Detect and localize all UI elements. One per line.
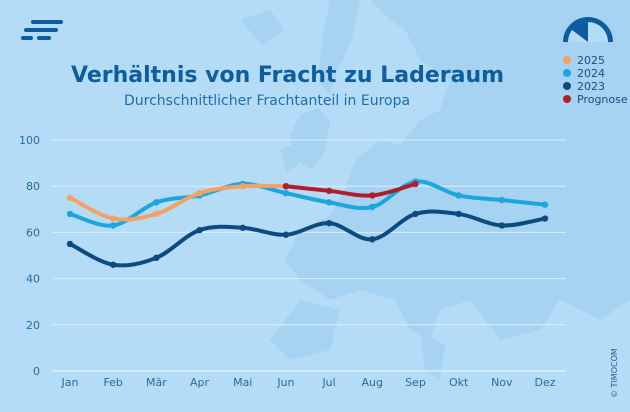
legend-label-2024: 2024 [577,67,605,80]
series-lines [66,178,549,268]
data-point-2023-Apr [196,226,203,234]
x-tick-label: Apr [190,376,210,389]
x-tick-label: Aug [362,376,383,389]
series-line-prognose [283,181,418,198]
x-tick-label: Sep [405,376,426,389]
x-tick-label: Mai [233,376,252,389]
series-2023 [66,209,549,268]
data-point-prognose-Sep [412,180,419,188]
x-tick-label: Jun [276,376,294,389]
x-tick-label: Dez [534,376,555,389]
data-point-2023-Okt [455,210,462,218]
y-tick-label: 0 [33,365,40,378]
gauge-icon [563,17,613,42]
data-point-2024-Dez [541,201,549,208]
data-point-2023-Mär [153,254,160,262]
legend-label-2023: 2023 [577,80,605,93]
x-axis-ticks: Jan Feb Mär Apr Mai Jun Jul Aug Sep Okt Nov Dez [61,376,556,389]
y-tick-label: 20 [26,319,40,332]
series-prognose [282,180,419,199]
data-point-2025-Jan [66,194,74,201]
data-point-2024-Aug [369,203,376,211]
europe-map-background [240,0,630,380]
data-point-2023-Dez [541,215,549,222]
data-point-2023-Aug [369,236,376,243]
copyright-text: © TIMOCOM [610,348,619,398]
data-point-2024-Nov [498,196,506,204]
data-point-2023-Feb [109,261,117,268]
data-point-2023-Jun [282,231,290,238]
grid-lines [52,139,566,372]
y-tick-label: 80 [26,180,40,193]
data-point-2024-Okt [455,192,462,199]
legend-marker-2024 [563,69,571,77]
data-point-2024-Feb [109,222,117,229]
data-point-prognose-Jun [282,183,290,190]
data-point-2023-Sep [412,210,419,218]
x-tick-label: Mär [146,376,167,389]
data-point-prognose-Jul [325,187,333,195]
x-tick-label: Jan [61,376,79,389]
data-point-2023-Nov [498,222,506,229]
x-tick-label: Nov [491,376,513,389]
data-point-2025-Mär [153,210,160,218]
y-tick-label: 100 [19,134,40,147]
series-2025 [66,183,290,222]
series-line-2024 [68,179,547,228]
legend-label-2025: 2025 [577,54,605,67]
legend-marker-2025 [563,56,571,64]
data-point-2024-Jul [325,199,333,206]
data-point-2023-Jan [66,240,74,248]
x-tick-label: Jul [321,376,335,389]
legend-marker-prognose [563,95,571,103]
legend-marker-2023 [563,82,571,90]
data-point-2023-Jul [325,219,333,227]
chart-subtitle: Durchschnittlicher Frachtanteil in Europ… [124,93,410,109]
y-tick-label: 40 [26,273,40,286]
data-point-2025-Feb [109,215,117,222]
data-point-2025-Apr [196,189,203,197]
legend-label-prognose: Prognose [577,93,628,106]
y-axis-ticks: 0 20 40 60 80 100 [19,134,40,378]
data-point-2023-Mai [239,224,246,231]
series-line-2025 [68,183,288,222]
data-point-prognose-Aug [369,192,376,199]
data-point-2024-Jun [282,189,290,197]
data-point-2024-Jan [66,210,74,218]
y-tick-label: 60 [26,226,40,239]
x-tick-label: Feb [103,376,122,389]
chart-title: Verhältnis von Fracht zu Laderaum [71,63,504,88]
series-line-2023 [68,209,547,268]
data-point-2025-Mai [239,183,246,190]
timocom-logo-icon [21,20,63,40]
data-point-2024-Mär [153,199,160,206]
x-tick-label: Okt [449,376,469,389]
